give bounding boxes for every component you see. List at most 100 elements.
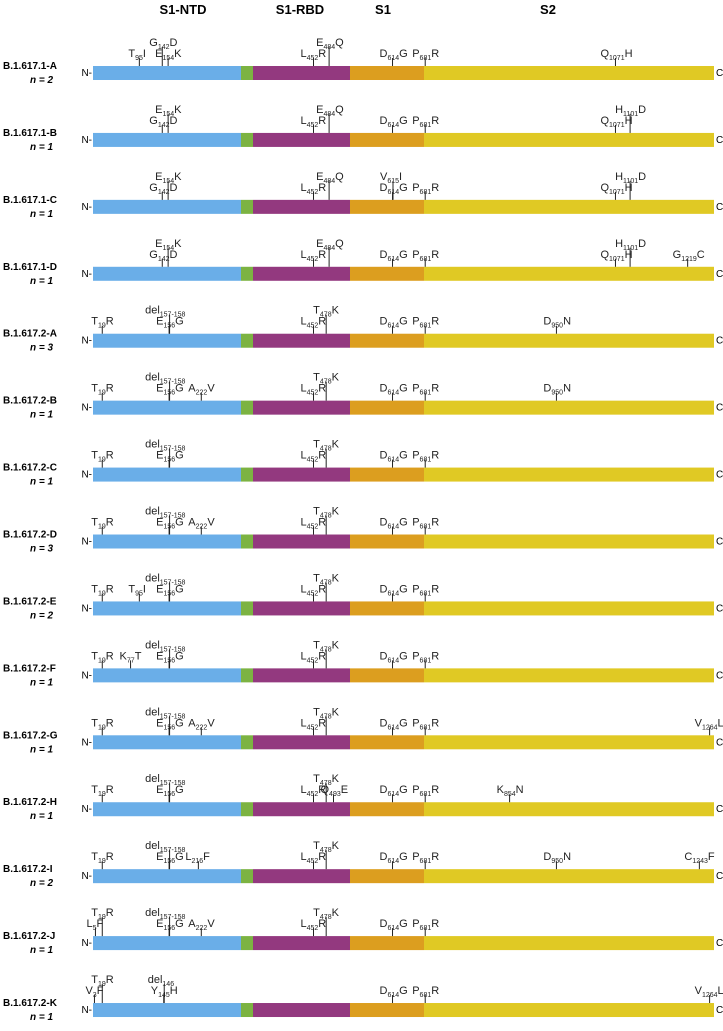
- mutation-label: T19R: [91, 650, 114, 664]
- mutation-from: del: [145, 305, 160, 317]
- domain-segment: [93, 266, 241, 281]
- mutation-from: A: [188, 717, 196, 729]
- n-terminus: N-: [81, 603, 92, 614]
- mutation-to: G: [399, 316, 408, 328]
- mutation-from: T: [128, 583, 135, 595]
- mutation-position: 142: [158, 122, 170, 129]
- mutation-position: 854: [504, 791, 516, 798]
- variant-count: n = 1: [30, 1012, 54, 1023]
- domain-segment: [253, 601, 350, 616]
- domain-segment: [253, 400, 350, 415]
- mutation-from: del: [145, 639, 160, 651]
- mutation-position: 19: [98, 914, 106, 921]
- mutation-to: R: [431, 383, 439, 395]
- variant-count: n = 3: [30, 343, 54, 354]
- mutation-label: T478K: [313, 907, 339, 921]
- mutation-to: D: [170, 115, 178, 127]
- mutation-label: A222V: [188, 517, 215, 531]
- mutation-position: 19: [98, 981, 106, 988]
- mutation-to: Q: [335, 104, 344, 116]
- mutation-from: H: [615, 171, 623, 183]
- mutation-label: A222V: [188, 918, 215, 932]
- c-terminus: C: [716, 202, 723, 213]
- mutation-position: 19: [98, 390, 106, 397]
- variant-name: B.1.617.1-D: [3, 262, 57, 273]
- mutation-from: D: [380, 48, 388, 60]
- domain-segment: [424, 1003, 714, 1018]
- mutation-to: R: [318, 851, 326, 863]
- mutation-position: 493: [329, 791, 341, 798]
- domain-segment: [241, 1003, 253, 1018]
- mutation-position: 681: [420, 858, 432, 865]
- mutation-from: E: [156, 650, 163, 662]
- domain-segment: [241, 400, 253, 415]
- mutation-to: G: [399, 583, 408, 595]
- mutation-position: 614: [387, 323, 399, 330]
- mutation-from: V: [85, 985, 93, 997]
- mutation-position: 157-158: [160, 780, 186, 787]
- mutation-label: T19R: [91, 784, 114, 798]
- mutation-position: 157-158: [160, 446, 186, 453]
- mutation-position: 452: [307, 256, 319, 263]
- mutation-from: E: [156, 583, 163, 595]
- mutation-to: F: [97, 985, 104, 997]
- mutation-from: del: [145, 572, 160, 584]
- variant-count: n = 1: [30, 477, 54, 488]
- variant-name: B.1.617.1-C: [3, 195, 57, 206]
- mutation-from: L: [300, 48, 306, 60]
- mutation-to: G: [399, 851, 408, 863]
- mutation-label: del157-158: [145, 506, 185, 520]
- domain-segment: [424, 132, 714, 147]
- mutation-from: L: [300, 517, 306, 529]
- c-terminus: C: [716, 804, 723, 815]
- mutation-to: H: [625, 182, 633, 194]
- mutation-from: T: [91, 784, 98, 796]
- mutation-to: G: [399, 48, 408, 60]
- mutation-position: 478: [320, 646, 332, 653]
- mutation-position: 1264: [702, 724, 718, 731]
- mutation-label: G142D: [149, 37, 177, 51]
- mutation-position: 681: [420, 122, 432, 129]
- mutation-to: I: [143, 583, 146, 595]
- mutation-from: D: [543, 383, 551, 395]
- mutation-label: P681R: [412, 517, 439, 531]
- mutation-position: 614: [387, 55, 399, 62]
- mutation-label: D614G: [380, 249, 408, 263]
- mutation-label: T478K: [313, 572, 339, 586]
- c-terminus: C: [716, 670, 723, 681]
- mutation-from: E: [156, 717, 163, 729]
- variant-row: B.1.617.2-In = 2N-CT19RE156Gdel157-158L2…: [3, 840, 723, 889]
- mutation-label: T19R: [91, 583, 114, 597]
- mutation-label: D950N: [543, 316, 571, 330]
- mutation-to: R: [106, 907, 114, 919]
- mutation-position: 478: [320, 780, 332, 787]
- mutation-from: P: [412, 650, 419, 662]
- mutation-label: L452R: [300, 851, 326, 865]
- variant-name: B.1.617.2-E: [3, 596, 57, 607]
- mutation-from: P: [412, 48, 419, 60]
- variant-name: B.1.617.2-I: [3, 864, 53, 875]
- mutation-from: D: [380, 650, 388, 662]
- variant-count: n = 1: [30, 410, 54, 421]
- mutation-from: D: [380, 851, 388, 863]
- variant-name: B.1.617.2-J: [3, 931, 55, 942]
- mutation-label: E154K: [155, 171, 182, 185]
- domain-segment: [350, 1003, 424, 1018]
- mutation-position: 484: [323, 245, 335, 252]
- mutation-from: D: [543, 851, 551, 863]
- mutation-to: H: [170, 985, 178, 997]
- mutation-label: del157-158: [145, 840, 185, 854]
- domain-segment: [350, 66, 424, 80]
- domain-segment: [424, 802, 714, 817]
- mutation-label: T19R: [91, 907, 114, 921]
- mutation-position: 222: [196, 524, 208, 531]
- mutation-position: 157-158: [160, 847, 186, 854]
- mutation-to: R: [318, 182, 326, 194]
- mutation-label: D614G: [380, 985, 408, 999]
- mutation-from: del: [145, 439, 160, 451]
- mutation-position: 19: [98, 724, 106, 731]
- mutation-position: 614: [387, 390, 399, 397]
- mutation-position: 1071: [609, 55, 625, 62]
- mutation-to: R: [106, 650, 114, 662]
- domain-segment: [93, 802, 241, 817]
